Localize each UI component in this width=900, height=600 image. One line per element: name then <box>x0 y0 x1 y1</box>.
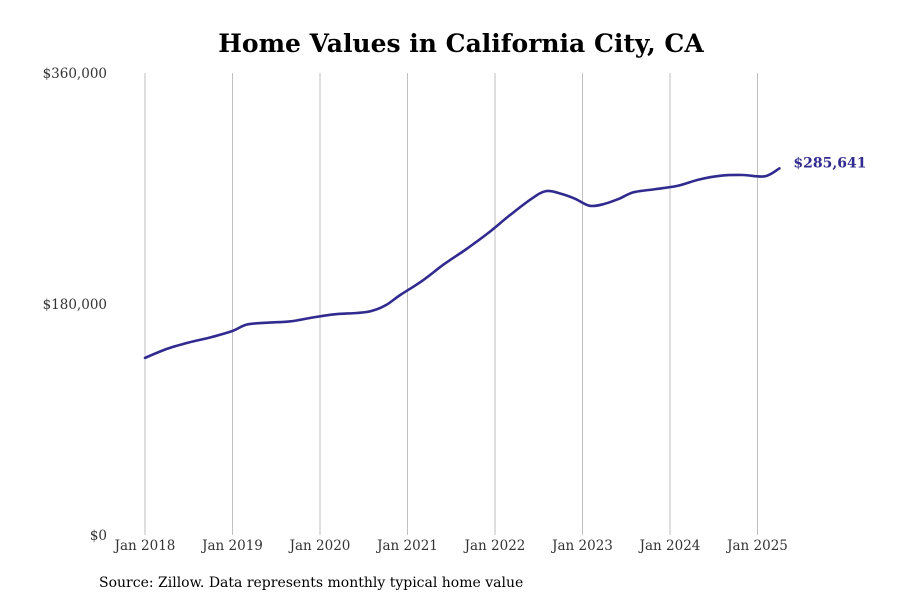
x-tick-label: Jan 2019 <box>200 538 263 554</box>
x-tick-label: Jan 2022 <box>463 538 526 554</box>
end-value-label: $285,641 <box>793 155 866 171</box>
grid-lines <box>144 73 758 535</box>
series-line <box>143 167 781 360</box>
chart-title: Home Values in California City, CA <box>218 29 704 58</box>
x-tick-label: Jan 2020 <box>288 538 351 554</box>
y-tick-label: $360,000 <box>43 66 107 82</box>
source-note: Source: Zillow. Data represents monthly … <box>99 575 523 591</box>
x-tick-label: Jan 2018 <box>113 538 176 554</box>
x-tick-label: Jan 2023 <box>550 538 613 554</box>
x-axis-ticks: Jan 2018 Jan 2019 Jan 2020 Jan 2021 Jan 2022… <box>113 538 788 554</box>
y-tick-label: $180,000 <box>43 297 107 313</box>
x-tick-label: Jan 2021 <box>375 538 438 554</box>
y-tick-label: $0 <box>90 528 107 544</box>
y-axis-ticks: $0 $180,000 $360,000 <box>43 66 107 544</box>
series-group: $285,641 <box>143 155 866 360</box>
x-tick-label: Jan 2025 <box>725 538 788 554</box>
x-tick-label: Jan 2024 <box>638 538 701 554</box>
